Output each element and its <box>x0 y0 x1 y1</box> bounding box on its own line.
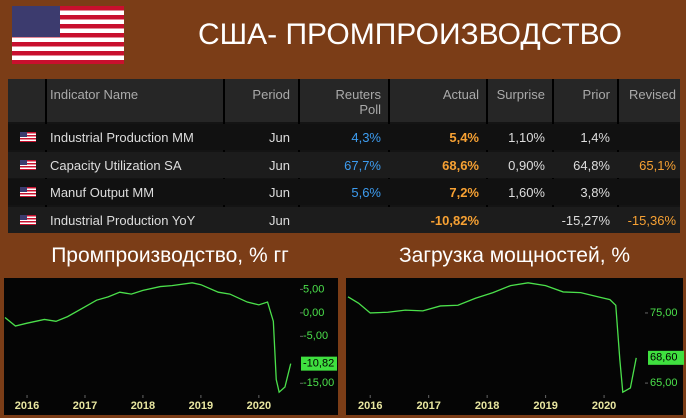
x-tick-label: 2020 <box>247 400 271 412</box>
y-tick-label: -5,00 <box>303 330 328 342</box>
table-cell: 1,60% <box>508 185 545 200</box>
table-row <box>8 179 680 205</box>
row-flag-canton <box>20 132 27 137</box>
table-cell: 7,2% <box>449 185 479 200</box>
line <box>4 282 292 394</box>
table-cell: 1,4% <box>580 130 610 145</box>
column-header: Period <box>252 87 290 102</box>
table-cell: 1,10% <box>508 130 545 145</box>
table-cell: Jun <box>269 130 290 145</box>
table-cell: 3,8% <box>580 185 610 200</box>
y-tick-label: -15,00 <box>303 377 334 389</box>
x-tick-label: 2018 <box>131 400 155 412</box>
column-header: Revised <box>629 87 676 102</box>
row-flag-canton <box>20 187 27 192</box>
row-flag-canton <box>20 159 27 165</box>
table-cell: Capacity Utilization SA <box>50 157 182 173</box>
us-flag <box>12 6 124 64</box>
table-cell: 65,1% <box>639 157 676 173</box>
row-flag <box>20 159 36 170</box>
x-tick-label: 2016 <box>15 400 39 412</box>
column-header: Surprise <box>496 87 545 102</box>
header-row <box>8 79 680 122</box>
table-cell: Manuf Output MM <box>50 185 155 200</box>
page-title: США- ПРОМПРОИЗВОДСТВО <box>197 18 622 51</box>
table-row <box>8 124 680 150</box>
table-cell: -10,82% <box>430 212 479 228</box>
line <box>347 282 637 394</box>
table-cell: Jun <box>269 185 290 200</box>
table-cell: 0,90% <box>508 157 545 173</box>
table-cell: 67,7% <box>344 157 381 173</box>
chart-title: Загрузка мощностей, % <box>398 244 631 267</box>
table-cell: 5,6% <box>351 185 381 200</box>
y-tick-label: 65,00 <box>650 377 678 389</box>
table-cell: 4,3% <box>351 130 381 145</box>
x-tick-label: 2020 <box>592 400 616 412</box>
table-cell: Industrial Production YoY <box>50 212 196 228</box>
table-row <box>8 151 680 178</box>
x-tick-label: 2019 <box>189 400 213 412</box>
x-tick-label: 2018 <box>475 400 499 412</box>
last-value-label: 68,60 <box>650 352 678 364</box>
y-tick-label: 5,00 <box>303 283 324 295</box>
row-flag <box>20 187 36 197</box>
table: Indicator Name Period Reuters Poll Actual Su… <box>8 79 680 233</box>
table-cell: Jun <box>269 157 290 173</box>
table-row <box>8 206 680 233</box>
table-cell: 68,6% <box>442 157 479 173</box>
x-tick-label: 2017 <box>416 400 440 412</box>
table-cell: -15,27% <box>561 212 610 228</box>
column-header: Indicator Name <box>50 87 139 102</box>
row-flag <box>20 132 36 142</box>
table-cell: Industrial Production MM <box>50 130 194 145</box>
x-tick-label: 2017 <box>73 400 97 412</box>
x-tick-label: 2016 <box>358 400 382 412</box>
table-cell: Jun <box>269 212 290 228</box>
column-header: Prior <box>582 87 610 102</box>
chart-title: Промпроизводство, % гг <box>51 244 289 267</box>
y-tick-label: 75,00 <box>650 307 678 319</box>
column-header: Actual <box>442 87 479 102</box>
last-value-box <box>648 350 684 365</box>
y-tick-label: 0,00 <box>303 307 324 319</box>
table-cell: 5,4% <box>449 130 479 145</box>
row-flag <box>20 214 36 225</box>
last-value-box <box>301 356 337 371</box>
column-header: Reuters Poll <box>335 87 381 117</box>
last-value-label: -10,82 <box>303 358 334 370</box>
row-flag-canton <box>20 214 27 220</box>
x-tick-label: 2019 <box>533 400 557 412</box>
table-cell: 64,8% <box>573 157 610 173</box>
table-cell: -15,36% <box>627 212 676 228</box>
